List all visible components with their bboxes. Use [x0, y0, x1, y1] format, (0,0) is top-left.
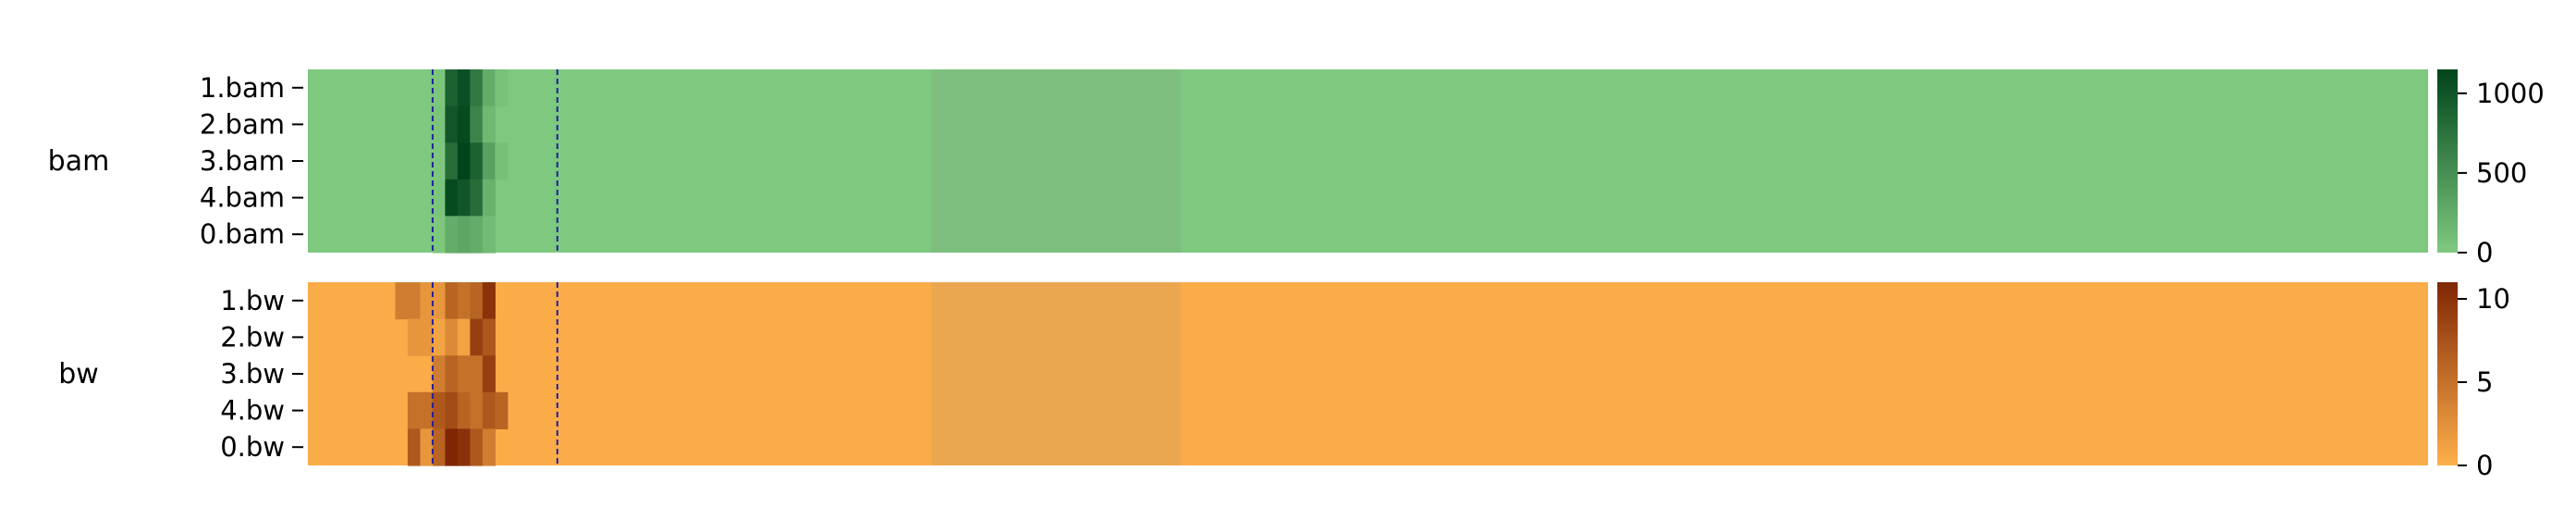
row-label: 3.bw — [220, 358, 285, 390]
heatmap-cell — [445, 355, 459, 393]
heatmap-cell — [432, 355, 446, 393]
heatmap-cell — [407, 282, 421, 320]
heatmap-cell — [470, 391, 484, 429]
heatmap-background-bw — [308, 282, 2428, 465]
heatmap-cell — [420, 318, 434, 356]
heatmap-cell — [457, 179, 471, 217]
heatmap-cell — [470, 179, 484, 217]
group-label-bw: bw — [58, 358, 99, 390]
colorbar-tick-label: 0 — [2476, 450, 2493, 481]
heatmap-cell — [457, 142, 471, 180]
row-label: 4.bw — [220, 395, 285, 427]
highlight-region — [931, 69, 1182, 253]
heatmap-cell — [457, 105, 471, 143]
heatmap-cell — [482, 391, 496, 429]
heatmap-cell — [457, 391, 471, 429]
row-label: 2.bw — [220, 321, 285, 353]
heatmap-cell — [420, 391, 434, 429]
row-label: 4.bam — [200, 182, 285, 214]
heatmap-cell — [457, 318, 471, 356]
heatmap-cell — [445, 216, 459, 254]
heatmap-cell — [420, 428, 434, 466]
heatmap-cell — [470, 216, 484, 254]
heatmap-cell — [482, 428, 496, 466]
heatmap-cell — [432, 391, 446, 429]
heatmap-cell — [445, 105, 459, 143]
heatmap-cell — [457, 216, 471, 254]
heatmap-cell — [457, 355, 471, 393]
heatmap-cell — [482, 105, 496, 143]
heatmap-cell — [432, 318, 446, 356]
heatmap-cell — [432, 216, 446, 254]
colorbar-tick-label: 5 — [2476, 366, 2493, 398]
heatmap-cell — [445, 428, 459, 466]
colorbar-tick-label: 500 — [2476, 157, 2527, 189]
heatmap-cell — [407, 428, 421, 466]
heatmap-cell — [457, 282, 471, 320]
heatmap-cell — [445, 318, 459, 356]
row-label: 1.bam — [200, 72, 285, 104]
heatmap-cell — [445, 142, 459, 180]
heatmap-cell — [482, 179, 496, 217]
heatmap-cell — [457, 69, 471, 107]
heatmap-cell — [482, 355, 496, 393]
heatmap-cell — [470, 282, 484, 320]
heatmap-cell — [470, 318, 484, 356]
heatmap-cell — [457, 428, 471, 466]
row-label: 0.bw — [220, 431, 285, 463]
heatmap-cell — [432, 179, 446, 217]
heatmap-cell — [432, 142, 446, 180]
heatmap-cell — [445, 391, 459, 429]
heatmap-cell — [470, 105, 484, 143]
heatmap-cell — [470, 142, 484, 180]
heatmap-cell — [482, 282, 496, 320]
colorbar-bam — [2437, 69, 2458, 253]
heatmap-cell — [482, 142, 496, 180]
heatmap-cell — [482, 69, 496, 107]
heatmap-cell — [470, 355, 484, 393]
panel-bam: bam 1.bam 2.bam 3.bam 4.bam 0.bam 0 500 1000 — [48, 69, 2545, 268]
group-label-bam: bam — [48, 145, 110, 178]
heatmap-cell — [407, 318, 421, 356]
row-label: 3.bam — [200, 145, 285, 177]
row-label: 2.bam — [200, 108, 285, 140]
heatmap-cell — [395, 282, 409, 320]
colorbar-tick-label: 1000 — [2476, 78, 2545, 109]
highlight-region — [931, 282, 1182, 465]
row-label: 1.bw — [220, 285, 285, 316]
heatmap-cell — [432, 282, 446, 320]
heatmap-cell — [470, 69, 484, 107]
colorbar-bw — [2437, 282, 2458, 465]
colorbar-tick-label: 0 — [2476, 237, 2493, 268]
heatmap-background-bam — [308, 69, 2428, 253]
heatmap-cell — [445, 69, 459, 107]
panel-bw: bw 1.bw 2.bw 3.bw 4.bw 0.bw 0 5 10 — [58, 282, 2510, 481]
heatmap-cell — [482, 318, 496, 356]
heatmap-cell — [495, 391, 509, 429]
heatmap-cell — [470, 428, 484, 466]
row-label: 0.bam — [200, 218, 285, 250]
heatmap-cell — [495, 69, 509, 107]
heatmap-cell — [432, 428, 446, 466]
heatmap-cell — [445, 179, 459, 217]
heatmap-cell — [407, 391, 421, 429]
heatmap-cell — [495, 142, 509, 180]
heatmap-cell — [432, 105, 446, 143]
colorbar-tick-label: 10 — [2476, 283, 2510, 315]
heatmap-cell — [482, 216, 496, 254]
heatmap-cell — [445, 282, 459, 320]
heatmap-cell — [420, 282, 434, 320]
heatmap-cell — [432, 69, 446, 107]
